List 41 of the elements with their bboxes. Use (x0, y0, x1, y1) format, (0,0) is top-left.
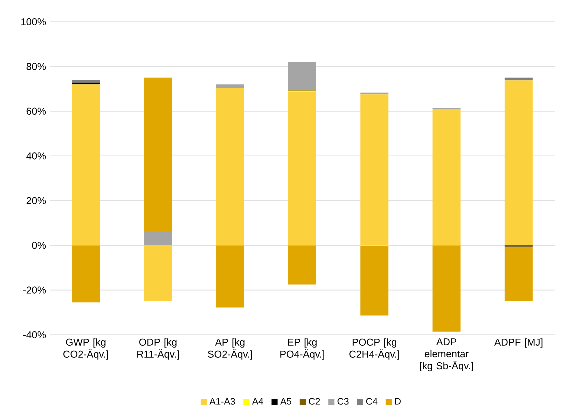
legend-label: A5 (280, 398, 292, 405)
x-tick-label: ADP elementar [kg Sb-Äqv.] (420, 338, 474, 372)
bar (504, 80, 533, 246)
y-tick-label: 40% (26, 152, 46, 160)
bar (72, 84, 100, 246)
x-tick-label: POCP [kg C2H4-Äqv.] (350, 338, 400, 360)
x-tick-label: AP [kg SO2-Äqv.] (208, 338, 252, 360)
bar (216, 84, 244, 88)
legend-label: A1-A3 (210, 398, 236, 405)
y-tick-label: 20% (26, 197, 46, 204)
legend-label: C4 (366, 398, 378, 405)
bar (288, 246, 316, 285)
bar (360, 94, 389, 246)
x-tick-label: GWP [kg CO2-Äqv.] (64, 338, 108, 360)
y-tick-label: -40% (24, 331, 46, 339)
y-tick-label: 80% (26, 63, 46, 70)
bar (216, 246, 244, 308)
bar (504, 246, 533, 302)
legend-label: C2 (309, 398, 320, 405)
bar (144, 246, 172, 302)
y-tick-label: 100% (22, 18, 46, 26)
bar (288, 92, 316, 246)
x-tick-label: EP [kg PO4-Äqv.] (280, 338, 324, 360)
y-tick-label: 60% (26, 108, 46, 115)
bar (216, 88, 244, 246)
bar (144, 78, 172, 232)
y-tick-label: 0% (32, 242, 46, 250)
bar (72, 246, 100, 303)
y-tick-label: -20% (24, 286, 46, 294)
legend-label: A4 (252, 398, 264, 405)
bar (504, 78, 533, 81)
legend-label: C3 (338, 398, 349, 405)
bar (144, 232, 172, 246)
x-tick-label: ADPF [MJ] (494, 338, 543, 348)
bar (432, 109, 461, 246)
bar (360, 246, 389, 316)
bar (72, 80, 100, 83)
bar (432, 246, 461, 332)
x-tick-label: ODP [kg R11-Äqv.] (138, 338, 179, 360)
bar (288, 62, 316, 90)
legend-label: D (395, 398, 401, 405)
